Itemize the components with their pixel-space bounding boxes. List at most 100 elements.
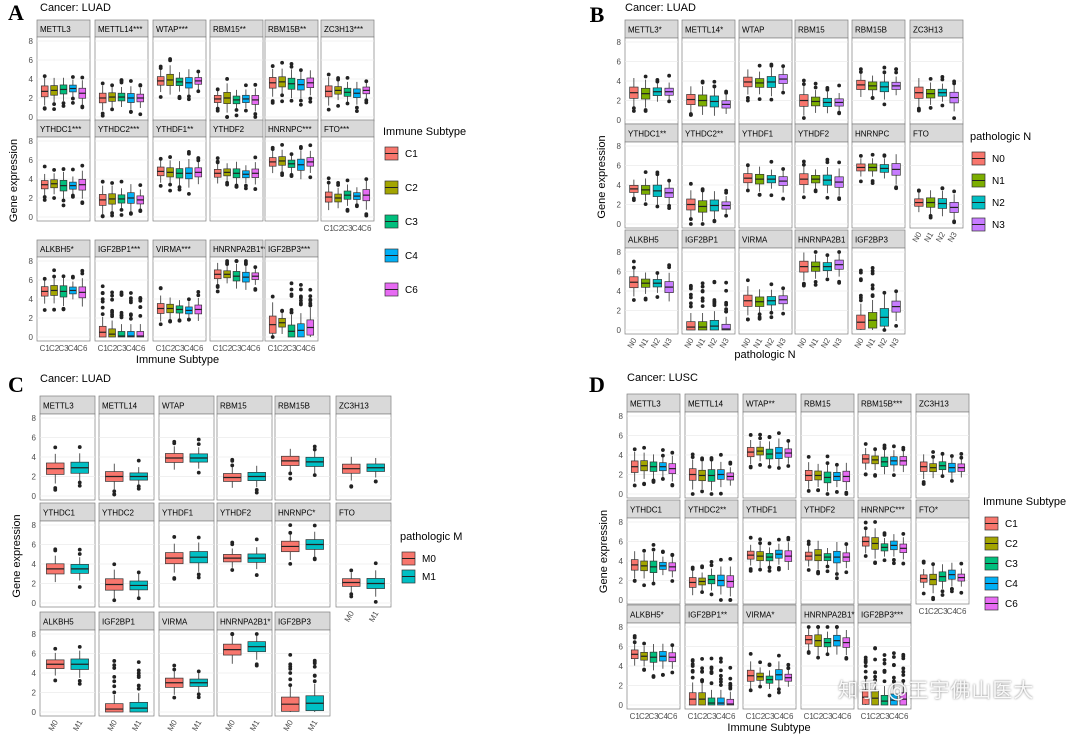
facet-label: ZC3H13 <box>919 400 949 409</box>
outlier-point <box>882 70 887 75</box>
outlier-point <box>215 283 220 288</box>
outlier-point <box>288 476 293 481</box>
y-tick-label: 8 <box>32 414 37 423</box>
y-tick-label: 2 <box>29 94 34 103</box>
box-c3 <box>707 697 716 706</box>
outlier-point <box>952 189 957 194</box>
outlier-point <box>873 447 877 452</box>
panel-title: Cancer: LUAD <box>40 373 111 385</box>
outlier-point <box>801 282 806 287</box>
outlier-point <box>700 489 704 494</box>
outlier-point <box>777 537 781 542</box>
outlier-point <box>289 173 294 177</box>
outlier-point <box>901 666 906 671</box>
facet-label: ALKBH5 <box>43 618 74 627</box>
outlier-point <box>299 287 303 292</box>
outlier-point <box>844 490 849 495</box>
y-tick-label: 8 <box>619 518 624 527</box>
outlier-point <box>728 676 733 681</box>
outlier-point <box>709 563 714 568</box>
panel-letter: C <box>8 372 24 397</box>
facet: IGF2BP3*** C1 C2 C3 C4 C6 <box>857 604 912 721</box>
facet-label: WTAP <box>162 402 185 411</box>
legend-title: Immune Subtype <box>383 126 466 138</box>
outlier-point <box>280 93 284 98</box>
outlier-point <box>196 290 201 294</box>
outlier-point <box>882 661 887 666</box>
outlier-point <box>289 152 294 156</box>
outlier-point <box>928 106 933 110</box>
outlier-point <box>719 677 723 681</box>
y-tick-label: 0 <box>617 220 622 229</box>
facet: YTHDF1 <box>738 123 793 229</box>
outlier-point <box>921 559 926 564</box>
outlier-point <box>77 678 82 683</box>
outlier-point <box>270 294 275 299</box>
outlier-point <box>61 306 66 311</box>
x-tick-label: N3 <box>831 336 844 350</box>
outlier-point <box>345 178 350 183</box>
panel-a: A Cancer: LUAD METTL3 0 2 4 6 8 METTL14*** WTAP**… <box>8 0 466 366</box>
facet: IGF2BP1** C1 C2 C3 C4 C6 <box>684 604 739 721</box>
outlier-point <box>326 107 331 112</box>
x-tick-label: N0 <box>626 336 639 350</box>
outlier-point <box>112 492 117 497</box>
outlier-point <box>129 312 133 317</box>
outlier-point <box>712 280 717 285</box>
y-tick-label: 8 <box>32 521 37 530</box>
facet-label: RBM15B <box>855 26 887 35</box>
outlier-point <box>196 442 201 447</box>
x-tick-label: N1 <box>864 336 877 350</box>
outlier-point <box>928 215 933 220</box>
facet: METTL14* <box>681 19 736 125</box>
outlier-point <box>168 57 173 61</box>
x-tick-label: C1 <box>98 344 109 353</box>
outlier-point <box>801 116 806 120</box>
outlier-point <box>758 537 762 542</box>
outlier-point <box>270 64 275 68</box>
x-tick-label: C3 <box>116 344 127 353</box>
y-tick-label: 2 <box>619 471 624 480</box>
x-tick-label: N2 <box>819 336 832 350</box>
outlier-point <box>916 108 921 113</box>
outlier-point <box>825 652 830 657</box>
outlier-point <box>187 151 191 156</box>
outlier-point <box>253 155 258 160</box>
y-tick-label: 8 <box>29 257 34 266</box>
x-tick-label: C1 <box>630 712 641 721</box>
outlier-point <box>700 284 705 289</box>
x-tick-label: C6 <box>841 712 852 721</box>
x-tick-label: N2 <box>649 336 662 350</box>
facet: YTHDC2** <box>684 499 739 605</box>
facet: WTAP** <box>742 393 797 499</box>
outlier-point <box>712 84 717 89</box>
outlier-point <box>688 304 693 309</box>
outlier-point <box>312 523 317 528</box>
outlier-point <box>901 673 906 677</box>
outlier-point <box>373 561 378 566</box>
y-tick-label: 4 <box>619 557 624 566</box>
outlier-point <box>952 220 957 225</box>
outlier-point <box>724 89 729 94</box>
x-tick-label: C6 <box>361 224 372 233</box>
outlier-point <box>225 260 230 265</box>
box-c6 <box>136 331 145 338</box>
outlier-point <box>196 692 201 697</box>
outlier-point <box>801 82 806 87</box>
y-tick-label: 0 <box>619 701 624 710</box>
outlier-point <box>71 193 75 198</box>
y-tick-label: 6 <box>619 432 624 441</box>
facet: METTL14 <box>684 393 739 499</box>
outlier-point <box>745 278 750 283</box>
legend: pathologic M M0 M1 <box>400 531 462 584</box>
outlier-point <box>53 646 58 651</box>
y-tick-label: 4 <box>32 453 37 462</box>
outlier-point <box>894 186 899 191</box>
outlier-point <box>136 458 141 463</box>
facet: VIRMA*** C1 C2 C3 C4 C6 <box>152 239 207 353</box>
outlier-point <box>244 83 248 88</box>
outlier-point <box>709 656 714 661</box>
outlier-point <box>289 307 294 312</box>
outlier-point <box>172 535 177 539</box>
outlier-point <box>100 284 105 289</box>
